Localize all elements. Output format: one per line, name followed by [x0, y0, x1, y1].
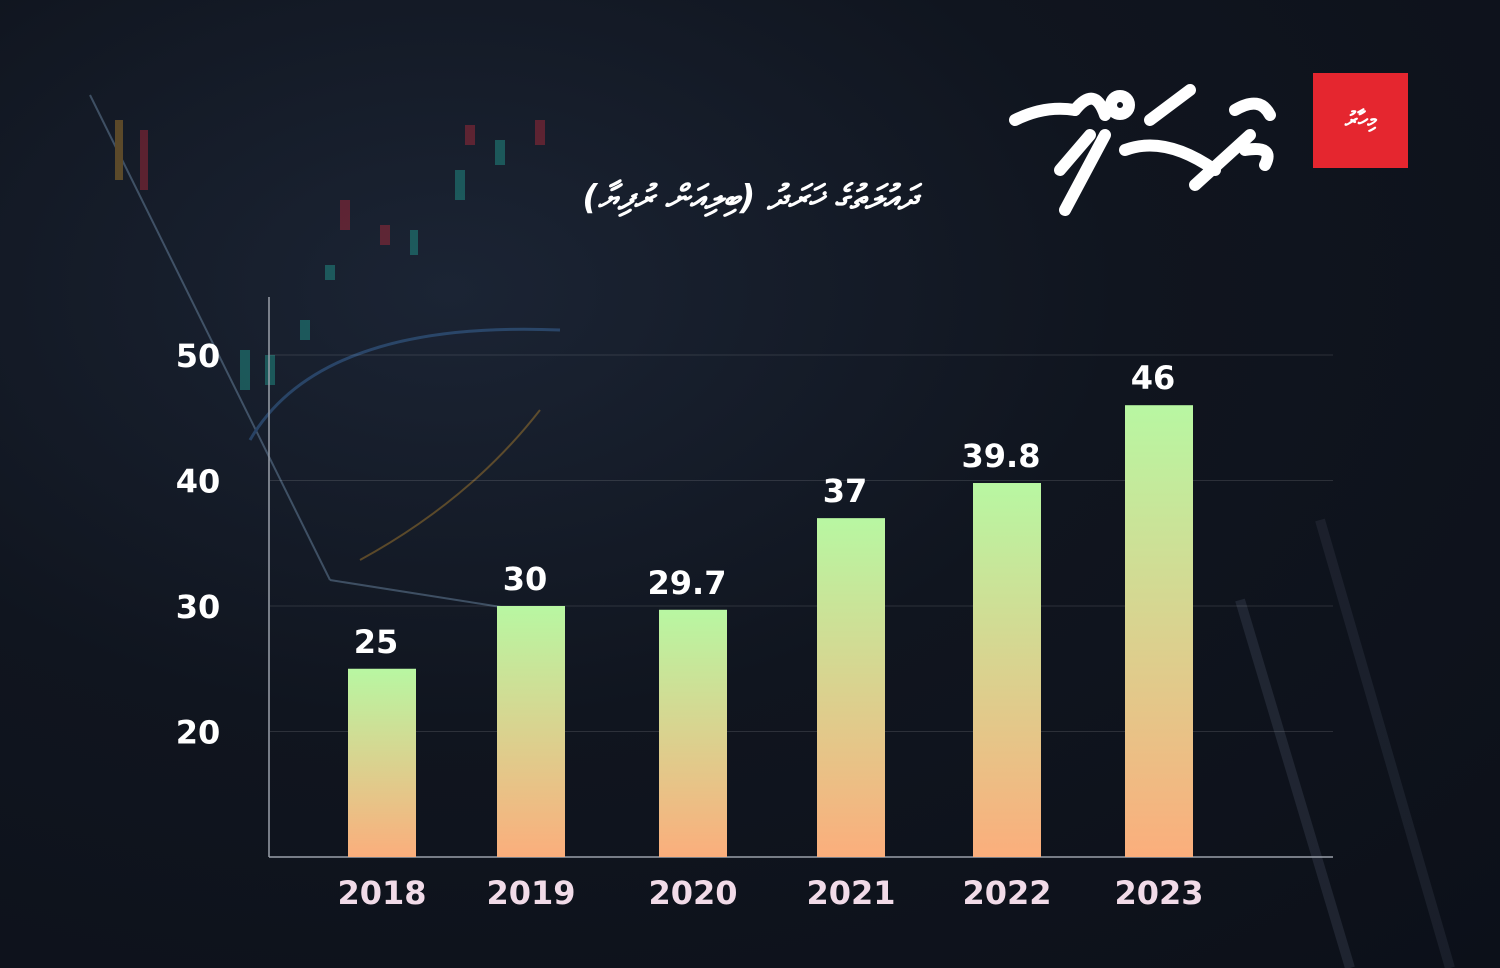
data-label: 46	[1131, 359, 1176, 397]
bar-2023	[1125, 405, 1193, 857]
data-label: 37	[823, 472, 868, 510]
y-tick-label: 50	[176, 337, 221, 375]
x-tick-label: 2019	[486, 874, 575, 912]
bar-2018	[348, 668, 416, 857]
brand-logo-text: މިހާރު	[1344, 108, 1377, 133]
y-tick-label: 40	[176, 463, 221, 501]
data-label: 29.7	[648, 564, 727, 602]
bar-2021	[817, 518, 885, 857]
brand-calligraphy-logo	[1009, 84, 1276, 216]
chart-title: ދައުލަތުގެ ޚަރަދު (ބިލިއަން ރުފިޔާ)	[582, 178, 918, 218]
bar-2019	[497, 606, 565, 857]
data-label: 39.8	[962, 437, 1041, 475]
data-label: 25	[354, 623, 399, 661]
brand-logo: މިހާރު	[1313, 73, 1408, 168]
x-tick-label: 2020	[648, 874, 737, 912]
y-tick-label: 30	[176, 588, 221, 626]
x-tick-label: 2021	[806, 874, 895, 912]
bar-2022	[973, 483, 1041, 857]
data-label: 30	[503, 560, 548, 598]
x-tick-label: 2023	[1114, 874, 1203, 912]
bar-2020	[659, 609, 727, 857]
x-tick-label: 2018	[337, 874, 426, 912]
y-tick-label: 20	[176, 714, 221, 752]
x-tick-label: 2022	[962, 874, 1051, 912]
